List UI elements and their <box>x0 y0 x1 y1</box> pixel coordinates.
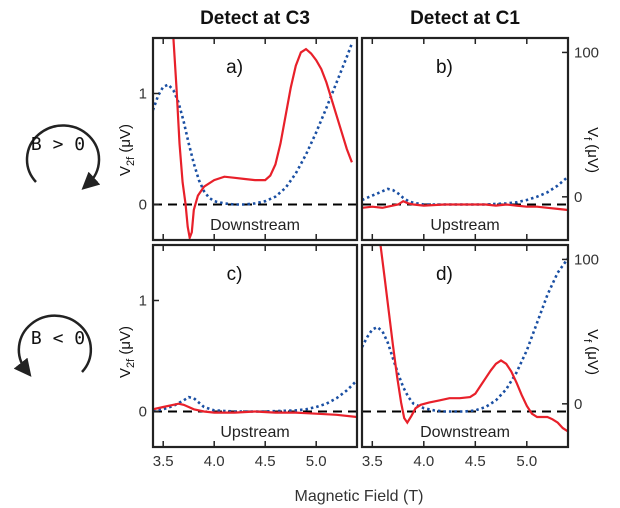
panel-annotation: Upstream <box>220 424 289 441</box>
left-y-tick-label: 1 <box>139 292 147 309</box>
left-ylabel-top: V2f (μV) <box>117 124 137 176</box>
row-label-positive-field: B > 0 <box>25 124 101 190</box>
x-tick-label: 4.5 <box>255 453 276 470</box>
red-solid-series <box>362 199 568 212</box>
clockwise-arrow-icon <box>25 124 101 190</box>
panel-label: c) <box>227 264 243 285</box>
left-ylabel-bottom: V2f (μV) <box>117 326 137 378</box>
counterclockwise-arrow-icon <box>13 314 93 377</box>
right-y-tick-label: 0 <box>574 396 582 413</box>
panel-label: d) <box>436 264 453 285</box>
blue-dotted-series <box>362 257 568 413</box>
row-label-text: B < 0 <box>31 328 85 349</box>
panel-frame <box>360 36 570 242</box>
panel-label: a) <box>226 57 243 78</box>
panel-annotation: Downstream <box>210 217 300 234</box>
x-axis-label: Magnetic Field (T) <box>295 488 424 505</box>
panel-frame <box>151 36 359 242</box>
panel-frame <box>360 243 570 449</box>
x-tick-label: 4.0 <box>204 453 225 470</box>
x-tick-label: 3.5 <box>362 453 383 470</box>
blue-dotted-series <box>362 175 568 206</box>
panel-c: 3.5 4.0 4.5 5.0 0 1 c) Upstream <box>139 243 359 470</box>
panel-frame <box>151 243 359 449</box>
red-solid-series <box>379 245 568 433</box>
x-tick-label: 4.5 <box>465 453 486 470</box>
panel-annotation: Upstream <box>430 217 499 234</box>
red-solid-series <box>153 402 357 419</box>
panel-label: b) <box>436 57 453 78</box>
column-title-c3: Detect at C3 <box>200 8 310 29</box>
right-y-tick-label: 100 <box>574 44 599 61</box>
x-tick-label: 3.5 <box>153 453 174 470</box>
x-tick-label: 5.0 <box>516 453 537 470</box>
right-y-tick-label: 100 <box>574 251 599 268</box>
right-y-tick-label: 0 <box>574 189 582 206</box>
row-label-negative-field: B < 0 <box>13 314 93 377</box>
x-tick-label: 4.0 <box>413 453 434 470</box>
panel-annotation: Downstream <box>420 424 510 441</box>
panel-d: 3.5 4.0 4.5 5.0 0 100 d) Downstream <box>360 243 599 470</box>
left-y-tick-label: 0 <box>139 403 147 420</box>
left-y-tick-label: 0 <box>139 196 147 213</box>
column-title-c1: Detect at C1 <box>410 8 520 29</box>
panel-a: 0 1 a) Downstream <box>139 36 359 242</box>
left-y-tick-label: 1 <box>139 85 147 102</box>
right-ylabel-bottom: Vf (μV) <box>581 329 601 375</box>
right-ylabel-top: Vf (μV) <box>581 127 601 173</box>
x-tick-label: 5.0 <box>306 453 327 470</box>
panel-b: 0 100 b) Upstream <box>360 36 599 242</box>
red-solid-series <box>172 38 353 240</box>
blue-dotted-series <box>153 379 357 413</box>
row-label-text: B > 0 <box>31 134 85 155</box>
